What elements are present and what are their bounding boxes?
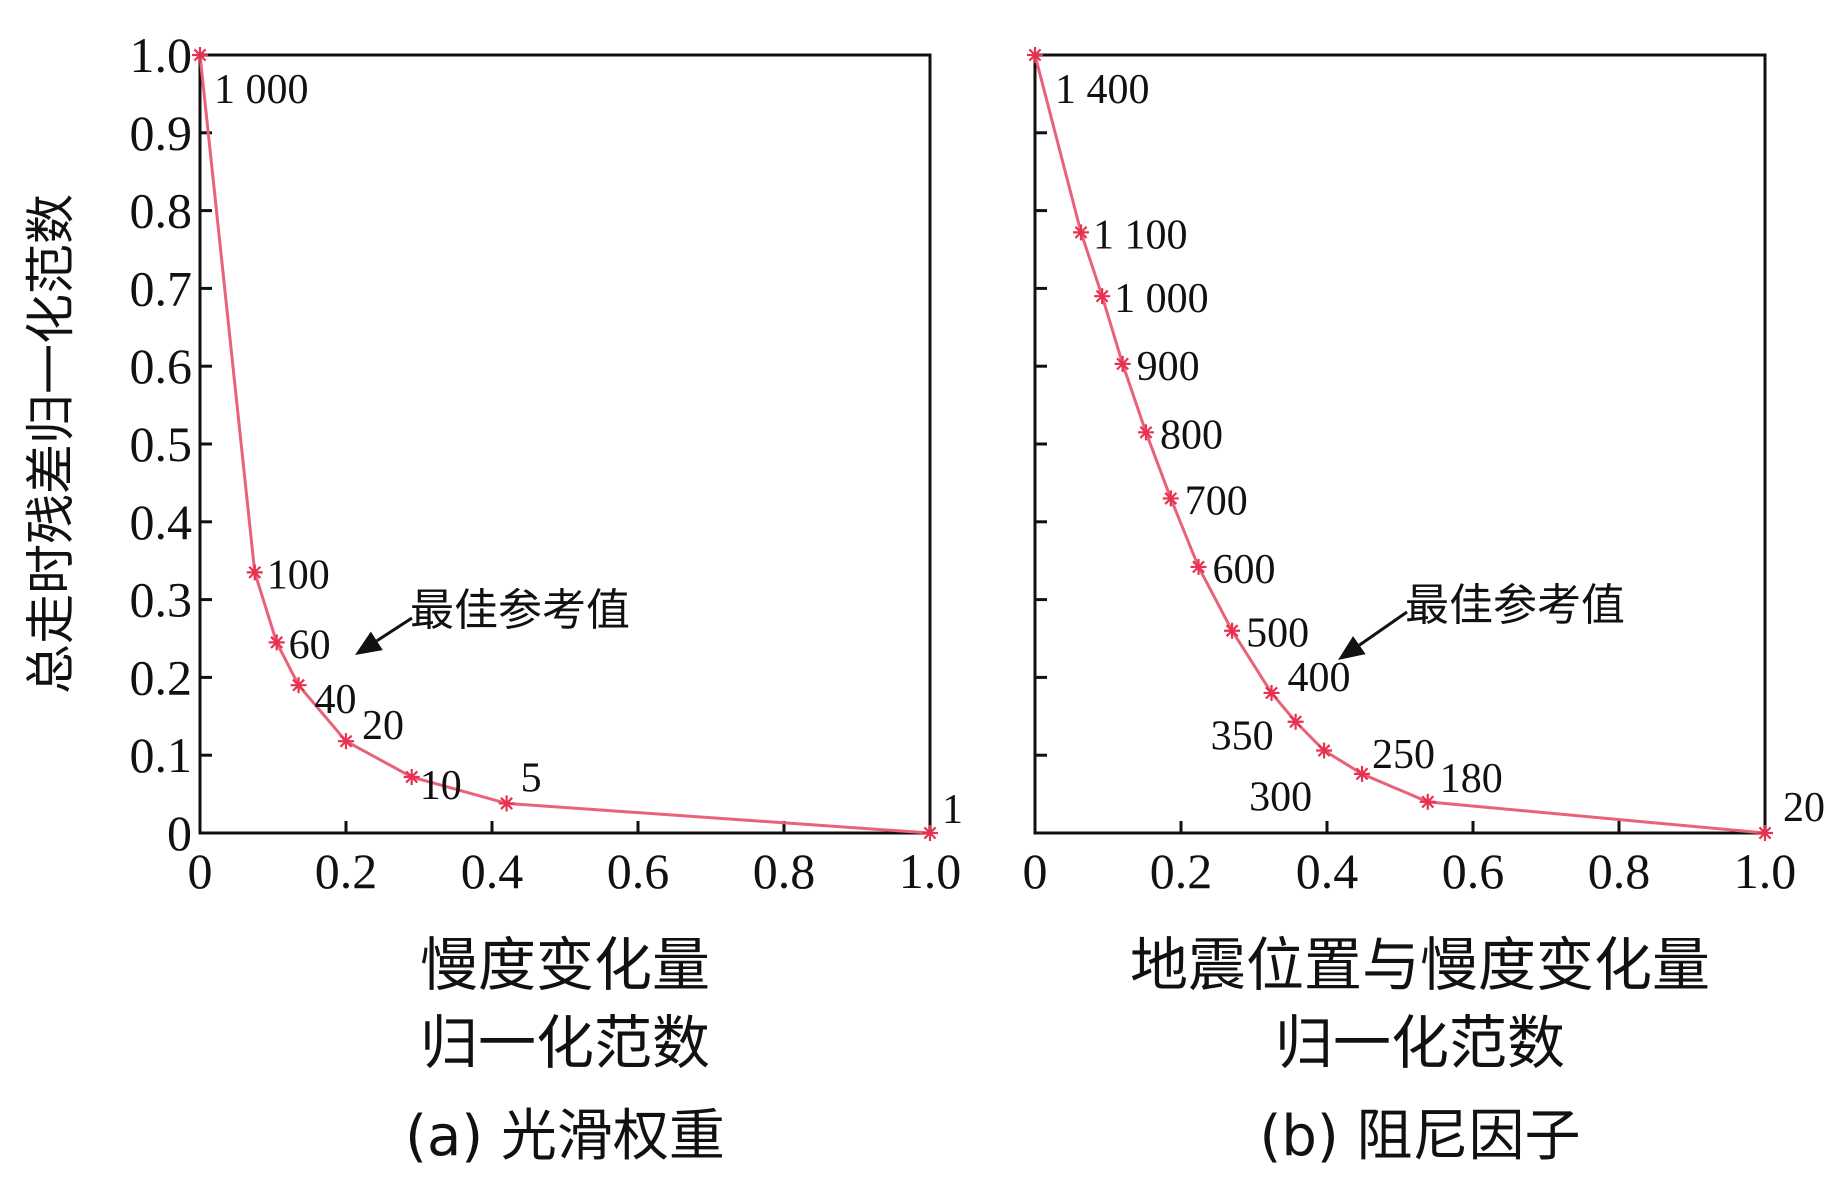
annotation-arrow-head — [355, 632, 383, 655]
y-tick-label: 0.6 — [130, 338, 193, 394]
data-point-marker — [1138, 424, 1154, 440]
x-tick-label: 0.8 — [753, 843, 816, 899]
data-point-marker — [1115, 356, 1131, 372]
panel-a-chart: 0 0.2 0.4 0.6 0.8 1.000.10.20.30.40.50.60.70.… — [22, 27, 963, 1169]
data-point-label: 100 — [267, 552, 330, 598]
data-point-label: 5 — [521, 755, 542, 801]
data-point-label: 20 — [1783, 785, 1825, 831]
y-tick-label: 0.5 — [130, 416, 193, 472]
data-point-label: 180 — [1440, 756, 1503, 802]
y-tick-label: 0.9 — [130, 105, 193, 161]
annotation-text: 最佳参考值 — [1405, 580, 1625, 631]
y-tick-label: 0.4 — [130, 494, 193, 550]
x-axis-title-line: 归一化范数 — [420, 1009, 710, 1077]
x-tick-label: 0.2 — [315, 843, 378, 899]
data-point-label: 1 100 — [1093, 212, 1188, 258]
data-point-label: 20 — [362, 703, 404, 749]
x-tick-label: 1.0 — [1734, 843, 1797, 899]
data-point-label: 600 — [1213, 547, 1276, 593]
data-point-label: 40 — [315, 677, 357, 723]
y-tick-label: 0.1 — [130, 727, 193, 783]
y-tick-label: 0.7 — [130, 260, 193, 316]
data-point-label: 300 — [1249, 775, 1312, 821]
series-line — [1035, 55, 1765, 833]
x-tick-label: 0.8 — [1588, 843, 1651, 899]
data-point-marker — [1354, 766, 1370, 782]
data-point-marker — [1094, 288, 1110, 304]
data-point-marker — [1420, 794, 1436, 810]
data-point-marker — [1073, 224, 1089, 240]
data-point-marker — [269, 634, 285, 650]
y-tick-label: 1.0 — [130, 27, 193, 83]
x-tick-label: 0.2 — [1150, 843, 1213, 899]
data-point-marker — [1163, 490, 1179, 506]
data-point-label: 1 000 — [214, 67, 309, 113]
data-point-marker — [1757, 825, 1773, 841]
data-point-marker — [247, 564, 263, 580]
data-point-marker — [1264, 685, 1280, 701]
y-tick-label: 0.2 — [130, 649, 193, 705]
y-tick-label: 0.3 — [130, 572, 193, 628]
data-point-marker — [1027, 47, 1043, 63]
plot-frame — [200, 55, 930, 833]
data-point-label: 700 — [1185, 478, 1248, 524]
annotation-arrow-shaft — [1359, 612, 1407, 645]
data-point-label: 800 — [1160, 412, 1223, 458]
annotation-arrow-head — [1338, 636, 1366, 660]
x-tick-label: 0.4 — [461, 843, 524, 899]
y-tick-label: 0 — [167, 805, 192, 861]
data-point-marker — [404, 769, 420, 785]
data-point-label: 900 — [1137, 344, 1200, 390]
data-point-label: 500 — [1246, 611, 1309, 657]
data-point-label: 250 — [1372, 732, 1435, 778]
x-tick-label: 0 — [1023, 843, 1048, 899]
data-point-marker — [1191, 559, 1207, 575]
data-point-marker — [338, 733, 354, 749]
data-point-label: 1 400 — [1055, 67, 1150, 113]
data-point-marker — [192, 47, 208, 63]
data-point-label: 400 — [1288, 655, 1351, 701]
data-point-marker — [1288, 714, 1304, 730]
data-point-marker — [1316, 743, 1332, 759]
data-point-marker — [499, 795, 515, 811]
annotation-arrow-shaft — [377, 618, 412, 641]
x-tick-label: 0.4 — [1296, 843, 1359, 899]
x-axis-title-line: 地震位置与慢度变化量 — [1130, 931, 1710, 999]
x-tick-label: 0.6 — [607, 843, 670, 899]
x-tick-label: 0.6 — [1442, 843, 1505, 899]
annotation-text: 最佳参考值 — [410, 585, 630, 636]
x-axis-title-line: 归一化范数 — [1275, 1009, 1565, 1077]
x-tick-label: 1.0 — [899, 843, 962, 899]
data-point-label: 1 000 — [1114, 276, 1209, 322]
series-line — [200, 55, 930, 833]
data-point-marker — [922, 825, 938, 841]
panel-b-chart: 0 0.2 0.4 0.6 0.8 1.0 1 400 1 100 1 000 900 800 700… — [1023, 47, 1826, 1169]
data-point-label: 60 — [289, 622, 331, 668]
x-axis-title-line: 慢度变化量 — [420, 931, 710, 999]
panel-caption: (a) 光滑权重 — [405, 1104, 725, 1169]
data-point-marker — [291, 677, 307, 693]
y-tick-label: 0.8 — [130, 183, 193, 239]
data-point-marker — [1224, 623, 1240, 639]
y-axis-title: 总走时残差归一化范数 — [22, 194, 80, 694]
panel-caption: (b) 阻尼因子 — [1259, 1104, 1580, 1169]
data-point-label: 350 — [1211, 714, 1274, 760]
plot-frame — [1035, 55, 1765, 833]
data-point-label: 10 — [420, 763, 462, 809]
data-point-label: 1 — [942, 787, 963, 833]
